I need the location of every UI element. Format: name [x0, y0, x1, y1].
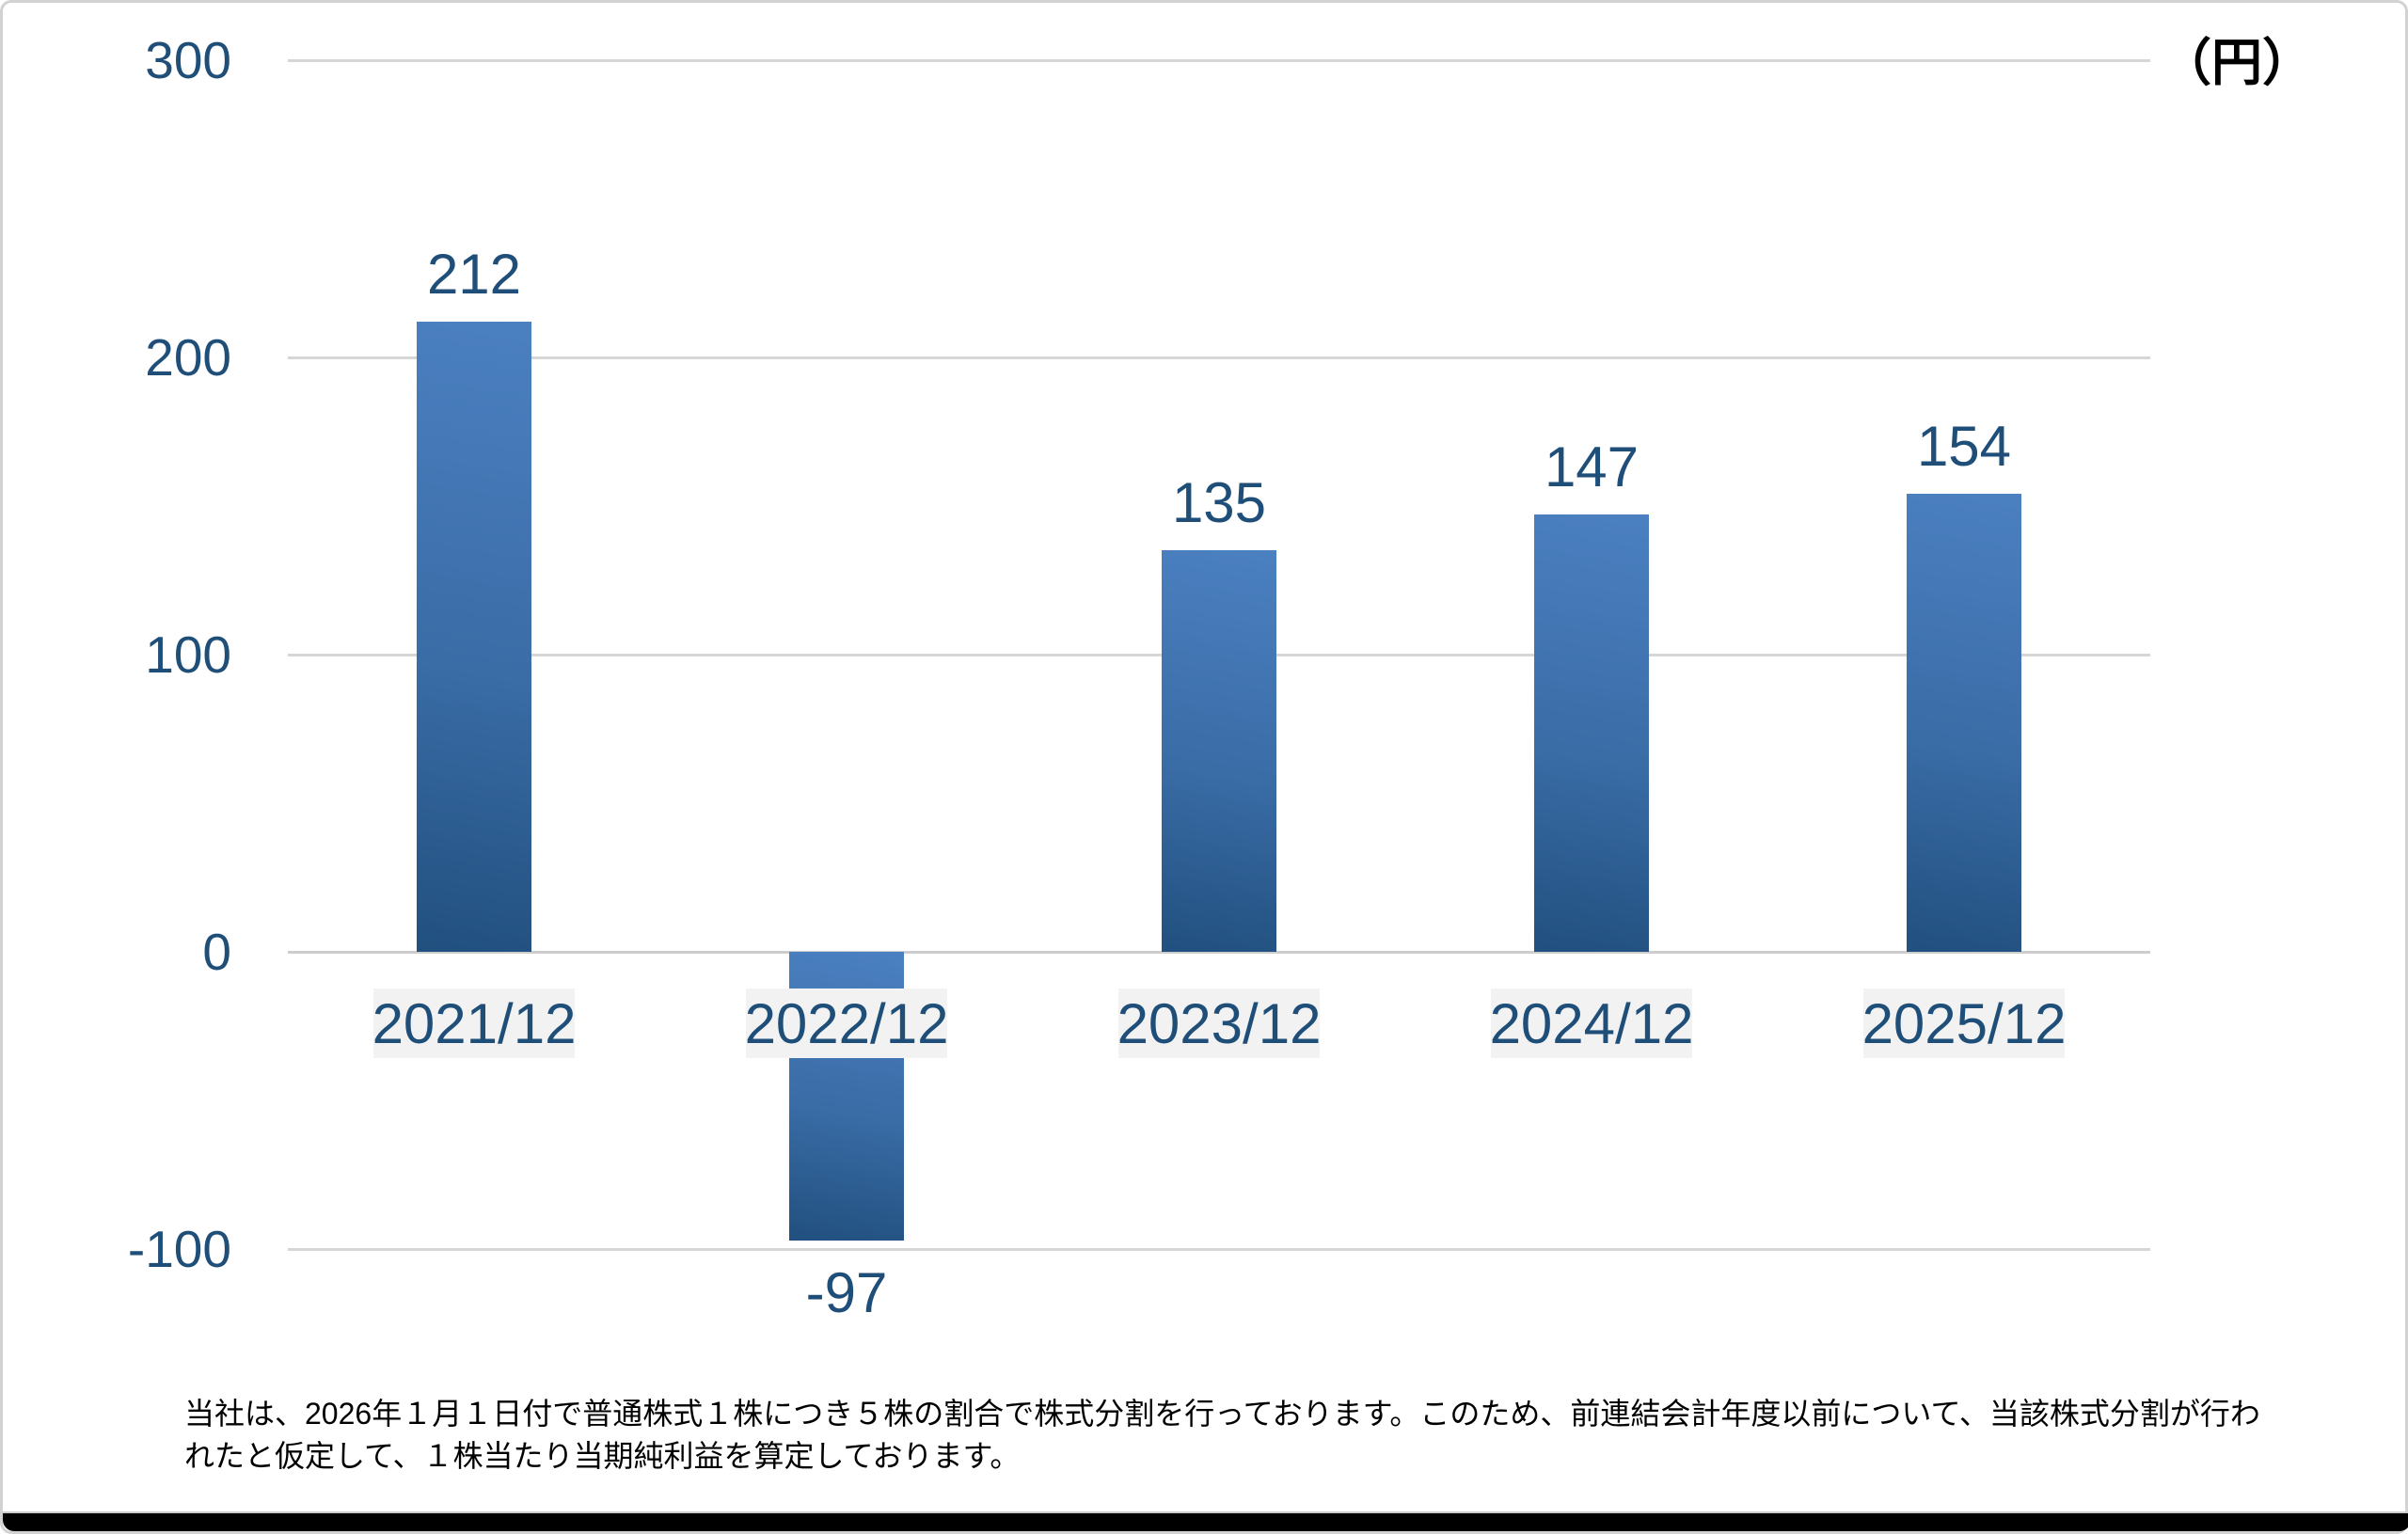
category-label-2024/12: 2024/12: [1490, 988, 1693, 1058]
footnote-line-1: 当社は、2026年１月１日付で普通株式１株につき５株の割合で株式分割を行っており…: [184, 1397, 2260, 1431]
category-label-2023/12: 2023/12: [1117, 988, 1321, 1058]
footnote-line-2: れたと仮定して、１株当たり当期純利益を算定しております。: [184, 1439, 1021, 1474]
data-label-2021/12: 212: [426, 243, 522, 307]
gridline--100: [288, 1247, 2150, 1251]
category-label-2021/12: 2021/12: [372, 988, 576, 1058]
y-tick-label--100: -100: [127, 1220, 231, 1278]
gridline-200: [288, 356, 2150, 359]
bar-2025/12: [1907, 494, 2021, 952]
data-label-2024/12: 147: [1544, 435, 1640, 499]
data-label-2025/12: 154: [1916, 415, 2012, 479]
footnote: 当社は、2026年１月１日付で普通株式１株につき５株の割合で株式分割を行っており…: [184, 1393, 2310, 1479]
bar-2024/12: [1534, 514, 1649, 952]
y-tick-label-200: 200: [145, 328, 231, 387]
x-axis-line: [288, 950, 2150, 954]
gridline-300: [288, 58, 2150, 62]
y-tick-label-300: 300: [145, 31, 231, 89]
unit-label: （円）: [2161, 35, 2313, 91]
data-label-2022/12: -97: [805, 1260, 888, 1324]
data-label-2023/12: 135: [1171, 471, 1267, 535]
category-label-2022/12: 2022/12: [745, 988, 948, 1058]
y-tick-label-100: 100: [145, 625, 231, 684]
bar-2021/12: [417, 322, 531, 952]
bar-2023/12: [1162, 550, 1276, 952]
category-label-2025/12: 2025/12: [1862, 988, 2066, 1058]
y-tick-label-0: 0: [202, 923, 231, 981]
bottom-black-bar: [3, 1511, 2408, 1531]
